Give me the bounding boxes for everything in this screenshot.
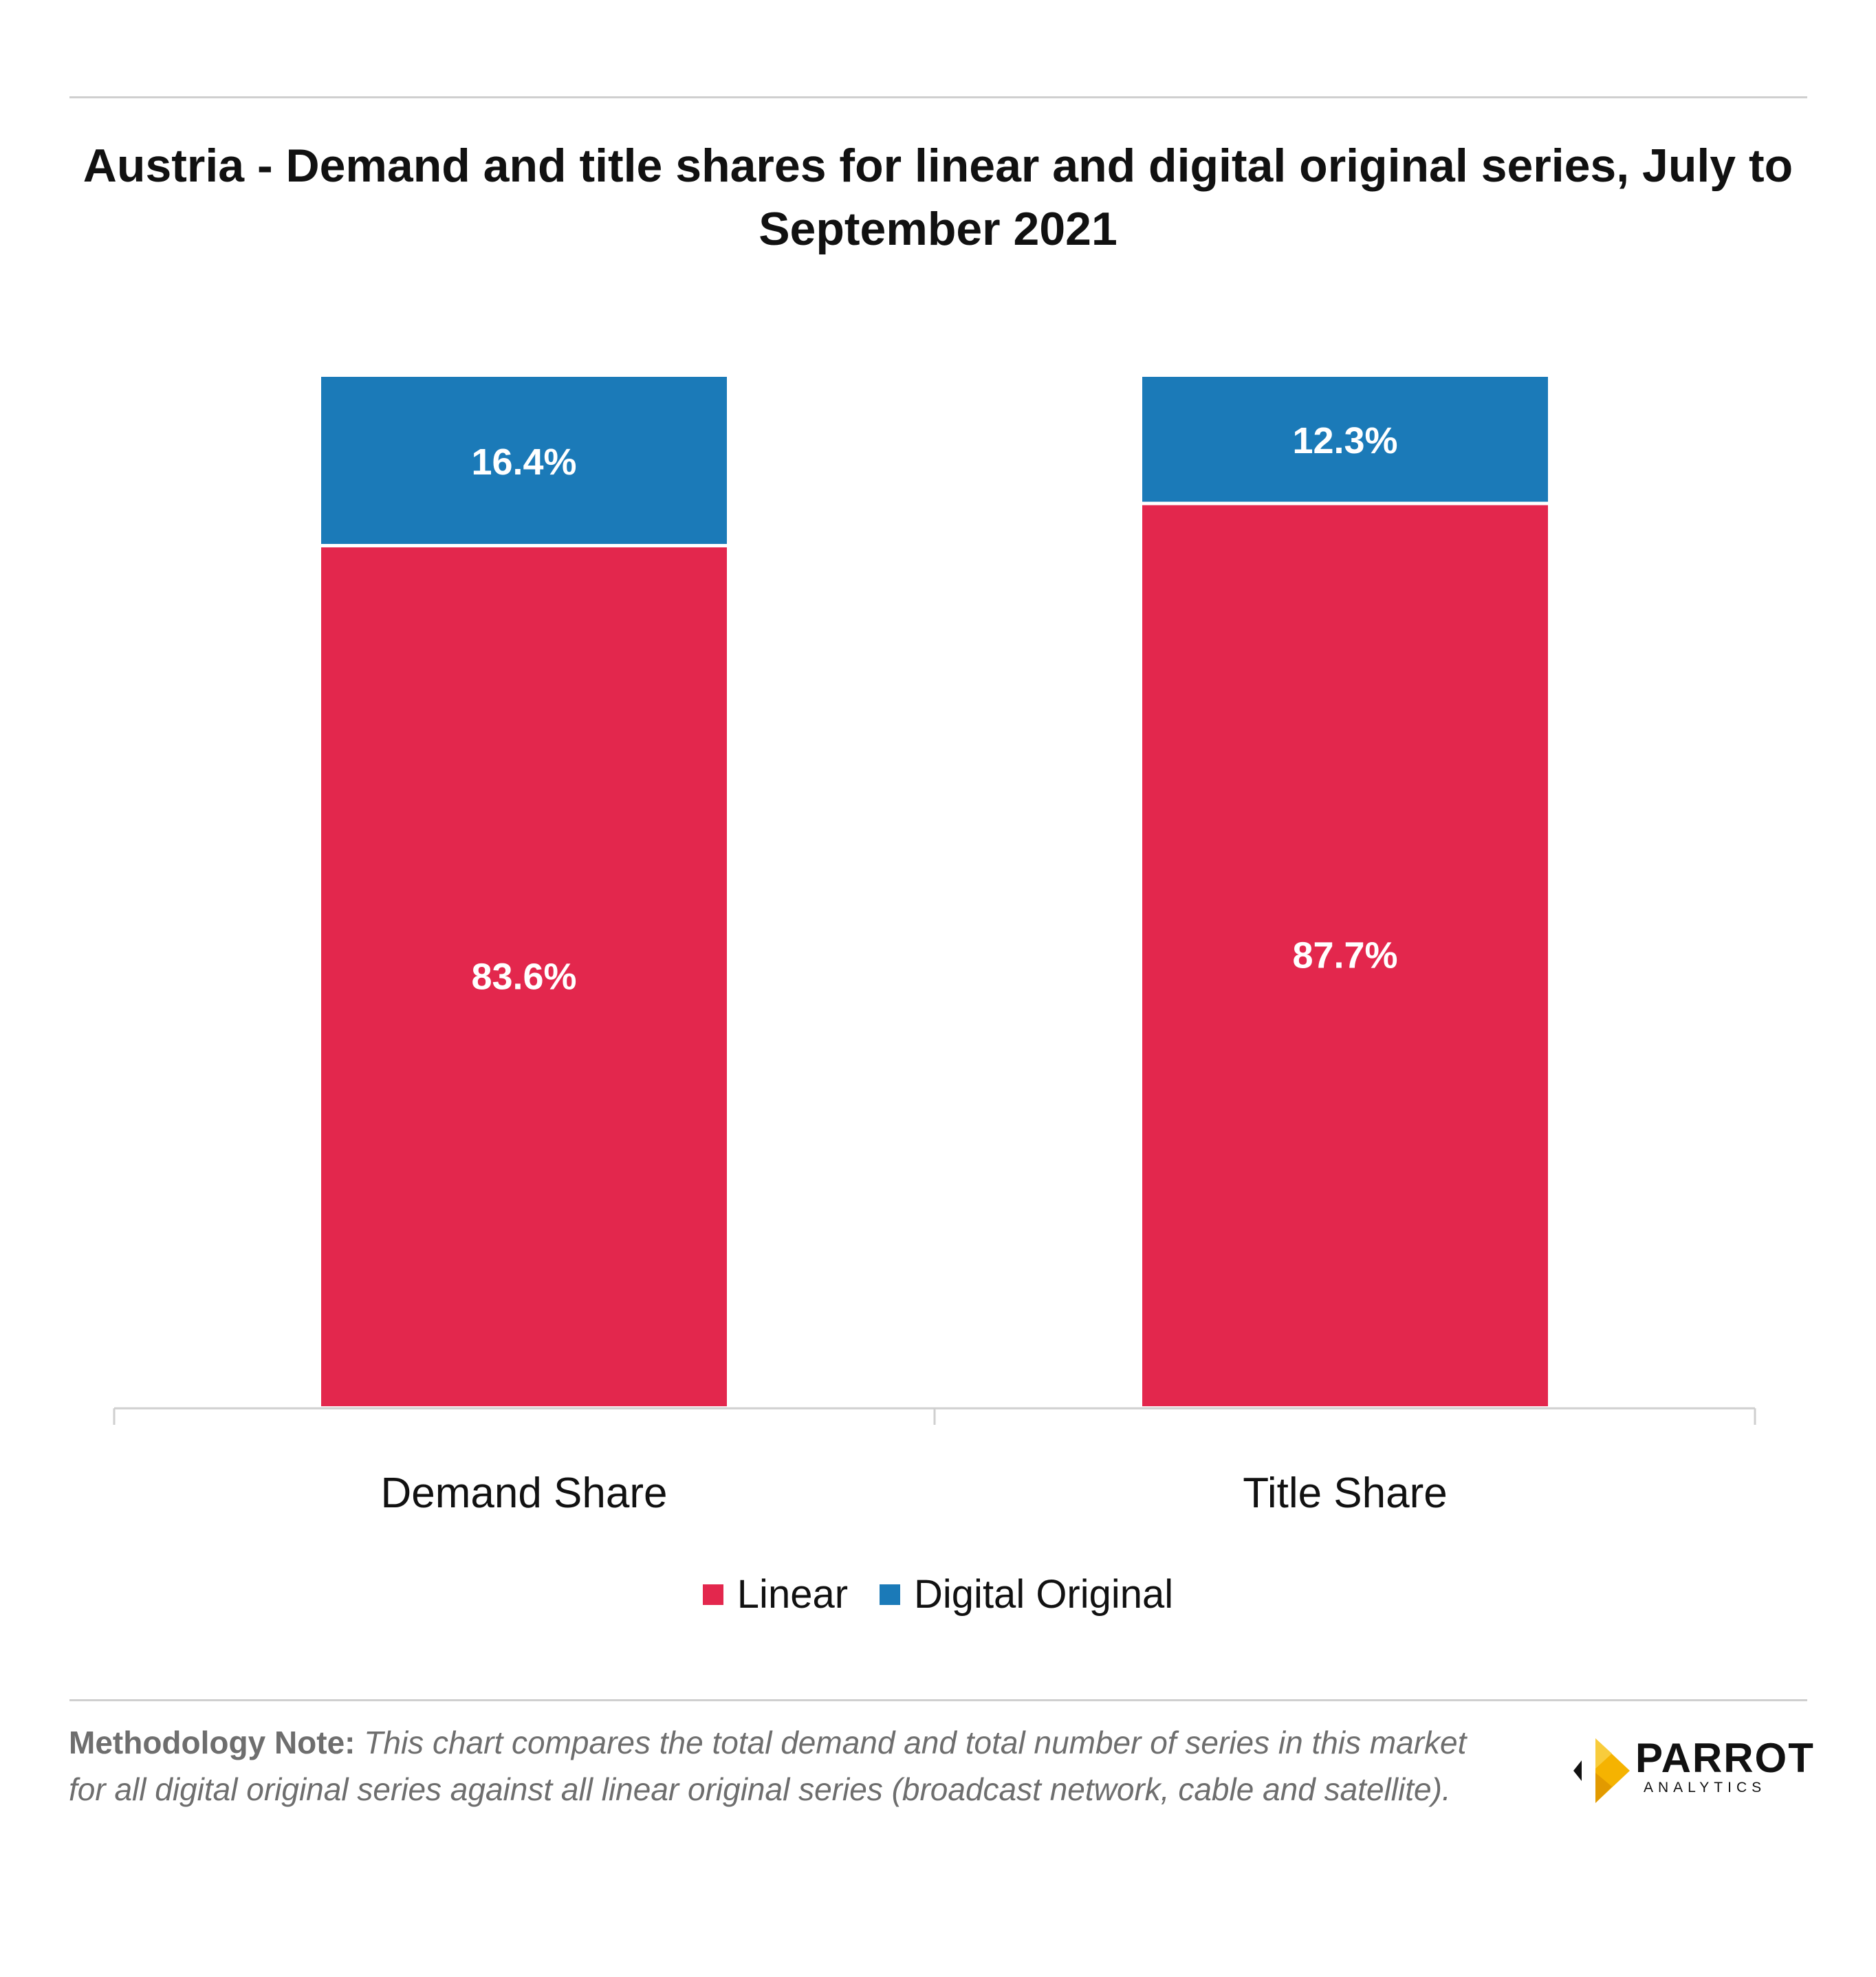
data-label-digital-original-demand-share: 16.4% — [471, 441, 576, 483]
bottom-divider — [69, 1699, 1807, 1701]
category-label-demand-share: Demand Share — [380, 1470, 667, 1513]
legend: Linear Digital Original — [0, 1571, 1876, 1617]
legend-label-linear: Linear — [737, 1572, 849, 1617]
legend-swatch-linear — [702, 1584, 723, 1605]
bar-digital-original-title-share — [1142, 377, 1548, 504]
parrot-analytics-logo-icon — [1573, 1738, 1630, 1803]
methodology-note-label: Methodology Note: — [69, 1725, 356, 1760]
legend-label-digital-original: Digital Original — [914, 1572, 1174, 1617]
brand-logo: PARROT ANALYTICS — [1569, 1733, 1813, 1809]
category-labels: Demand Share Title Share — [380, 1470, 1447, 1513]
bar-digital-original-demand-share — [321, 377, 727, 546]
logo-subtitle: ANALYTICS — [1644, 1780, 1767, 1795]
data-labels: 83.6% 16.4% 87.7% 12.3% — [471, 420, 1397, 997]
logo-wordmark: PARROT — [1635, 1735, 1815, 1781]
legend-swatch-digital-original — [880, 1584, 901, 1605]
top-divider — [69, 96, 1807, 98]
data-label-linear-demand-share: 83.6% — [471, 956, 576, 997]
segment-separator — [321, 544, 727, 548]
data-label-linear-title-share: 87.7% — [1292, 935, 1397, 976]
chart-title: Austria - Demand and title shares for li… — [83, 140, 1793, 255]
chart-plot: 83.6% 16.4% 87.7% 12.3% Demand Share Title S… — [113, 377, 1756, 1513]
data-label-digital-original-title-share: 12.3% — [1292, 420, 1397, 461]
x-axis — [113, 1407, 1756, 1425]
methodology-note-text: This chart compares the total demand and… — [69, 1725, 1467, 1807]
bar-series — [321, 377, 1548, 1406]
bar-linear-demand-share — [321, 545, 727, 1406]
bar-linear-title-share — [1142, 503, 1548, 1406]
methodology-note: Methodology Note: This chart compares th… — [69, 1719, 1499, 1813]
category-label-title-share: Title Share — [1243, 1470, 1448, 1513]
legend-item-linear: Linear — [702, 1571, 849, 1617]
segment-separator — [1142, 501, 1548, 505]
legend-item-digital-original: Digital Original — [880, 1571, 1173, 1617]
